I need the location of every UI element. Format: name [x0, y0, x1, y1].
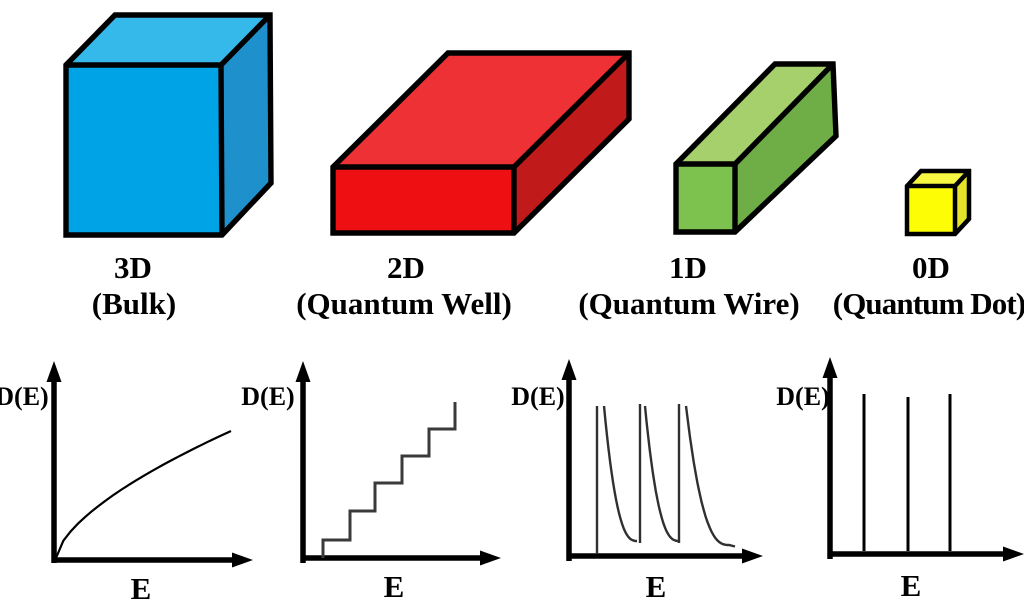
svg-text:3D: 3D — [114, 250, 152, 285]
svg-text:(Quantum Dot): (Quantum Dot) — [833, 286, 1024, 321]
svg-text:E: E — [131, 571, 152, 600]
svg-text:1D: 1D — [669, 250, 707, 285]
svg-text:(Quantum Well): (Quantum Well) — [296, 286, 512, 321]
svg-text:2D: 2D — [387, 250, 425, 285]
svg-text:D(E): D(E) — [511, 382, 564, 411]
svg-text:D(E): D(E) — [241, 382, 294, 411]
svg-text:E: E — [384, 569, 405, 600]
svg-text:0D: 0D — [912, 250, 950, 285]
svg-text:D(E): D(E) — [0, 382, 49, 411]
svg-text:(Quantum Wire): (Quantum Wire) — [578, 286, 799, 321]
svg-text:E: E — [646, 569, 667, 600]
svg-text:(Bulk): (Bulk) — [92, 286, 176, 321]
svg-text:D(E): D(E) — [776, 382, 829, 411]
svg-text:E: E — [901, 568, 922, 600]
